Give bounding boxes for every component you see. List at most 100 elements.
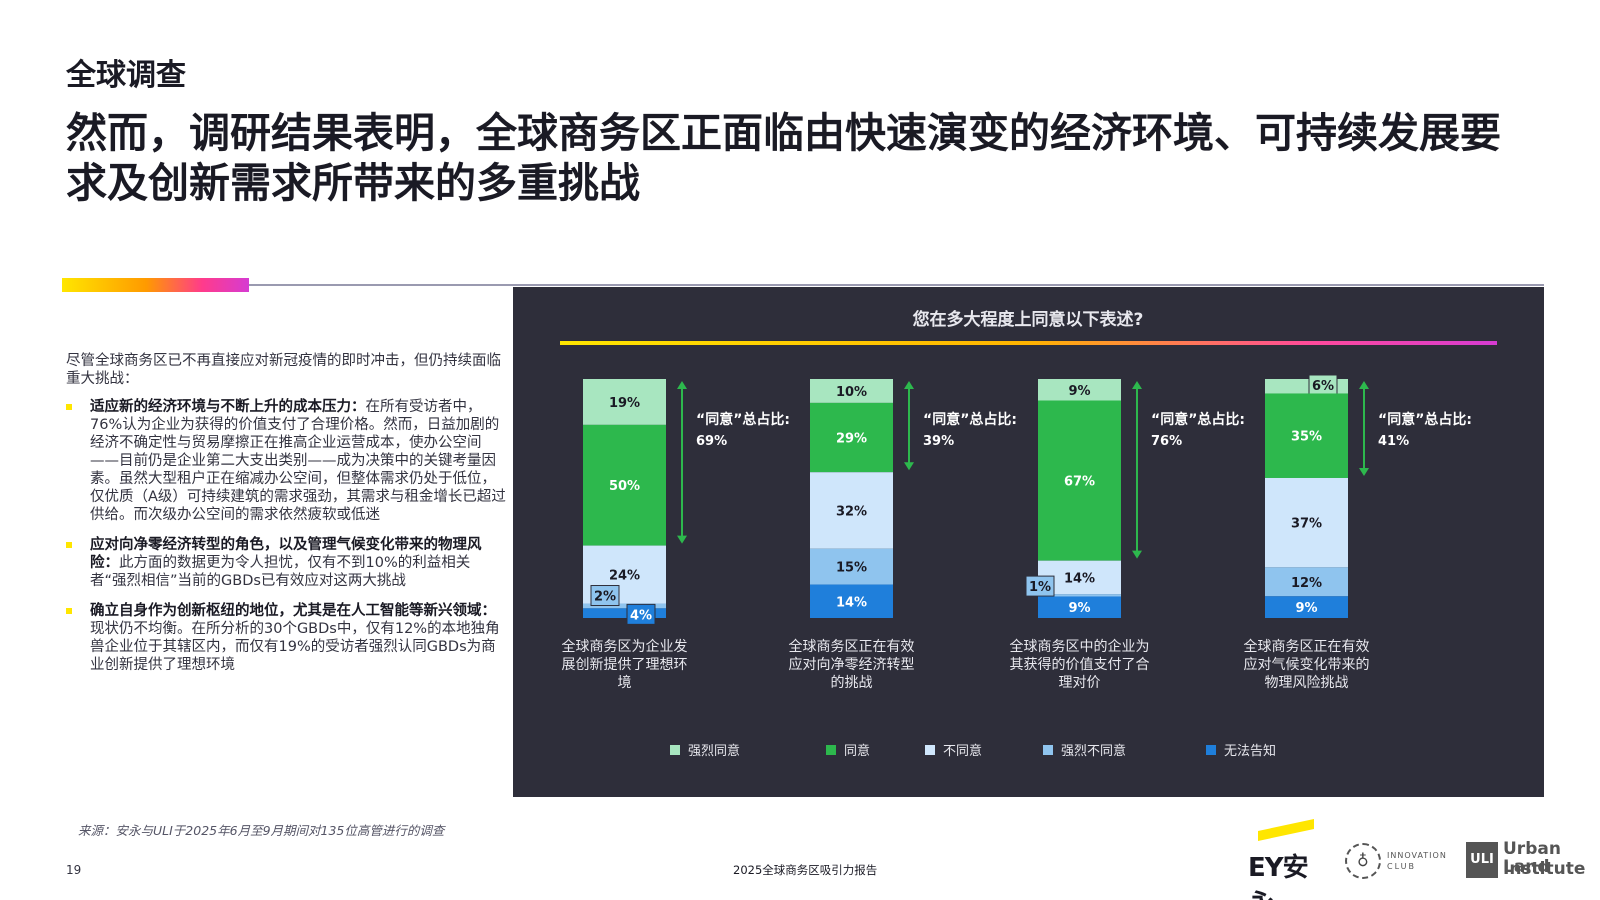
arrow-down-icon: [1359, 467, 1369, 476]
challenge-list: 适应新的经济环境与不断上升的成本压力：在所有受访者中，76%认为企业为获得的价值…: [66, 398, 506, 674]
bar-segment: [1038, 596, 1121, 618]
arrow-up-icon: [1132, 381, 1142, 389]
data-label: 9%: [1295, 601, 1317, 616]
data-label: 9%: [1068, 601, 1090, 616]
category-label: 应对气候变化带来的: [1244, 656, 1370, 673]
agree-total-value: 41%: [1378, 434, 1409, 449]
bullet-title: 适应新的经济环境与不断上升的成本压力：: [90, 399, 366, 415]
bullet-text: 在所有受访者中，76%认为企业为获得的价值支付了合理价格。然而，日益加剧的经济不…: [90, 399, 506, 523]
data-label: 35%: [1291, 430, 1322, 445]
arrow-up-icon: [677, 381, 687, 389]
category-label: 物理风险挑战: [1265, 675, 1349, 691]
data-label: 29%: [836, 432, 867, 447]
data-label: 4%: [630, 608, 652, 623]
bar-segment: [810, 472, 893, 549]
category-label: 展创新提供了理想环: [562, 657, 688, 673]
agree-total-value: 39%: [923, 434, 954, 449]
bullet-text: 此方面的数据更为令人担忧，仅有不到10%的利益相关者“强烈相信”当前的GBDs已…: [90, 555, 471, 589]
bar-segment: [583, 603, 666, 609]
category-label: 其获得的价值支付了合: [1010, 656, 1150, 673]
source-note: 来源：安永与ULI于2025年6月至9月期间对135位高管进行的调查: [78, 823, 445, 838]
ey-logo-text: EY安永: [1248, 853, 1309, 900]
uli-logo-line1: Urban Land: [1503, 839, 1561, 877]
category-label: 的挑战: [831, 675, 873, 691]
category-label: 全球商务区中的企业为: [1010, 638, 1150, 655]
bar-segment: [1265, 393, 1348, 478]
agree-total-label: “同意”总占比:: [696, 411, 790, 428]
arrow-down-icon: [904, 462, 914, 471]
innovation-ring-icon: ♁: [1345, 843, 1381, 879]
agree-total-value: 69%: [696, 434, 727, 449]
arrow-up-icon: [904, 381, 914, 389]
data-label: 19%: [609, 396, 640, 411]
intro-paragraph: 尽管全球商务区已不再直接应对新冠疫情的即时冲击，但仍持续面临重大挑战：: [66, 353, 501, 387]
uli-logo: ULI Urban Land Institute: [1466, 840, 1596, 884]
data-label-callout: [626, 603, 656, 625]
data-label: 12%: [1291, 576, 1322, 591]
bar-segment: [1265, 477, 1348, 568]
data-label: 10%: [836, 385, 867, 400]
list-item: 应对向净零经济转型的角色，以及管理气候变化带来的物理风险：此方面的数据更为令人担…: [66, 536, 506, 590]
agree-total-label: “同意”总占比:: [1378, 411, 1472, 428]
report-title: 2025全球商务区吸引力报告: [733, 863, 878, 877]
uli-logo-line2: Institute: [1503, 859, 1586, 879]
innovation-club-logo: ♁ INNOVATION CLUB: [1345, 843, 1455, 879]
ey-logo: EY安永: [1248, 819, 1328, 900]
bar-segment: [1038, 379, 1121, 401]
bar-segment: [1038, 400, 1121, 561]
bar-segment: [1265, 596, 1348, 618]
category-label: 全球商务区正在有效: [789, 638, 915, 655]
legend-label: 强烈同意: [688, 743, 740, 759]
bar-segment: [810, 402, 893, 473]
bullet-title: 应对向净零经济转型的角色，以及管理气候变化带来的物理风险：: [90, 537, 482, 571]
list-item: 确立自身作为创新枢纽的地位，尤其是在人工智能等新兴领域： 现状仍不均衡。在所分析的…: [66, 602, 506, 674]
chart-panel: 您在多大程度上同意以下表述? 19% 50% 24% 2% 4% “同意”总占比: 69% 全球…: [513, 287, 1544, 797]
legend-swatch: [670, 745, 680, 755]
chart-title-underline: [560, 341, 1497, 345]
chart-title: 您在多大程度上同意以下表述?: [913, 309, 1144, 330]
legend-label: 强烈不同意: [1061, 743, 1126, 759]
bar-segment: [1038, 594, 1121, 597]
ey-logo-bar-icon: [1258, 819, 1314, 841]
bar-segment: [583, 379, 666, 425]
legend-label: 不同意: [943, 743, 982, 759]
bar-segment: [583, 608, 666, 618]
accent-gradient-bar: [62, 278, 249, 292]
agree-total-label: “同意”总占比:: [923, 411, 1017, 428]
bullet-text: 现状仍不均衡。在所分析的30个GBDs中，仅有12%的本地独角兽企业位于其辖区内…: [90, 621, 500, 673]
data-label: 15%: [836, 561, 867, 576]
section-label: 全球调查: [66, 58, 186, 93]
legend-label: 同意: [844, 743, 870, 759]
data-label: 6%: [1312, 379, 1334, 394]
arrow-down-icon: [677, 535, 687, 544]
data-label: 1%: [1029, 580, 1051, 595]
bar-segment: [583, 424, 666, 546]
stacked-bar-chart: 您在多大程度上同意以下表述? 19% 50% 24% 2% 4% “同意”总占比: 69% 全球…: [560, 309, 1497, 759]
body-text-column: 尽管全球商务区已不再直接应对新冠疫情的即时冲击，但仍持续面临重大挑战： 适应新的…: [66, 352, 506, 686]
legend-swatch: [925, 745, 935, 755]
legend-label: 无法告知: [1224, 743, 1276, 759]
arrow-down-icon: [1132, 550, 1142, 559]
data-label: 24%: [609, 569, 640, 584]
data-label-callout: [1025, 575, 1055, 597]
data-label: 67%: [1064, 475, 1095, 490]
data-label: 32%: [836, 504, 867, 519]
arrow-up-icon: [1359, 381, 1369, 389]
bar-segment: [810, 548, 893, 585]
innovation-logo-line2: CLUB: [1387, 862, 1416, 871]
data-label: 14%: [836, 595, 867, 610]
legend-swatch: [1206, 745, 1216, 755]
bar-segment: [810, 584, 893, 618]
category-label: 理对价: [1059, 675, 1101, 691]
bullet-square-icon: [66, 404, 72, 410]
bullet-square-icon: [66, 608, 72, 614]
data-label: 14%: [1064, 571, 1095, 586]
innovation-logo-line1: INNOVATION: [1387, 851, 1447, 860]
data-label: 37%: [1291, 517, 1322, 532]
legend-swatch: [1043, 745, 1053, 755]
page-title: 然而，调研结果表明，全球商务区正面临由快速演变的经济环境、可持续发展要求及创新需…: [66, 109, 1501, 207]
bar-segment: [1265, 567, 1348, 597]
bullet-title: 确立自身作为创新枢纽的地位，尤其是在人工智能等新兴领域：: [90, 603, 496, 619]
bullet-square-icon: [66, 542, 72, 548]
data-label: 2%: [594, 590, 616, 605]
